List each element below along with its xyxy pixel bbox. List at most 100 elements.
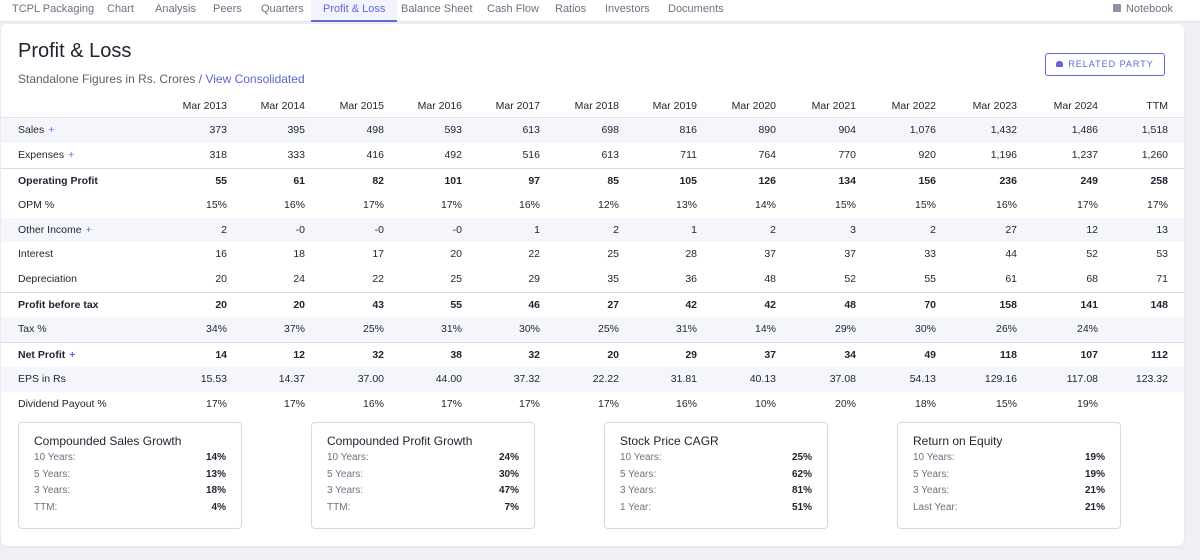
tab-profit-loss[interactable]: Profit & Loss: [311, 0, 398, 22]
table-cell: 85: [607, 174, 619, 187]
table-cell: 35: [607, 273, 619, 286]
growth-box-title: Stock Price CAGR: [620, 434, 719, 448]
row-label-text: Sales: [18, 124, 45, 136]
tab-chart[interactable]: Chart: [107, 3, 134, 15]
column-header[interactable]: Mar 2024: [1053, 100, 1098, 112]
table-cell: 36: [685, 273, 697, 286]
table-cell: 25: [450, 273, 462, 286]
table-cell: 22.22: [592, 372, 619, 385]
table-cell: 1: [534, 223, 540, 236]
growth-box-title: Return on Equity: [913, 434, 1003, 448]
growth-row: 5 Years: 62%: [620, 469, 812, 485]
table-row: Dividend Payout % 17% 17% 16% 17% 17% 17% 16% 10…: [1, 392, 1184, 417]
table-cell: 31.81: [670, 372, 697, 385]
tab-company[interactable]: TCPL Packaging: [12, 3, 95, 15]
table-cell: 20: [450, 248, 462, 261]
column-header[interactable]: Mar 2013: [182, 100, 227, 112]
table-cell: 17%: [518, 397, 540, 410]
table-cell: 15.53: [200, 372, 227, 385]
table-cell: 55: [215, 174, 227, 187]
tab-ratios[interactable]: Ratios: [555, 3, 587, 15]
growth-row: 10 Years: 25%: [620, 452, 812, 468]
column-header[interactable]: Mar 2014: [260, 100, 305, 112]
table-cell: 134: [838, 174, 856, 187]
row-label: OPM %: [18, 193, 54, 217]
table-cell: 613: [601, 148, 619, 161]
related-party-button[interactable]: RELATED PARTY: [1045, 53, 1165, 76]
view-consolidated-link[interactable]: View Consolidated: [205, 72, 305, 86]
column-header[interactable]: Mar 2016: [417, 100, 462, 112]
growth-period: 10 Years:: [913, 452, 955, 463]
table-cell: 698: [601, 124, 619, 136]
table-cell: 17%: [440, 397, 462, 410]
table-cell: 2: [221, 223, 227, 236]
table-cell: 333: [287, 148, 305, 161]
table-cell: 48: [844, 299, 856, 312]
expand-plus-icon[interactable]: +: [69, 349, 76, 362]
table-cell: 61: [293, 174, 305, 187]
column-header[interactable]: Mar 2019: [652, 100, 697, 112]
row-label-text: Depreciation: [18, 273, 77, 286]
table-cell: 156: [918, 174, 936, 187]
column-header[interactable]: Mar 2018: [574, 100, 619, 112]
table-cell: 17%: [1076, 198, 1098, 211]
row-label-text: EPS in Rs: [18, 372, 66, 385]
row-label[interactable]: Other Income +: [18, 218, 92, 242]
expand-plus-icon[interactable]: +: [85, 223, 92, 236]
table-cell: 24: [293, 273, 305, 286]
table-cell: 25%: [597, 323, 619, 336]
table-cell: 148: [1150, 299, 1168, 312]
table-cell: 71: [1156, 273, 1168, 286]
table-cell: 29%: [834, 323, 856, 336]
table-cell: 55: [924, 273, 936, 286]
column-header[interactable]: Mar 2017: [495, 100, 540, 112]
expand-plus-icon[interactable]: +: [48, 124, 55, 136]
row-label[interactable]: Sales +: [18, 118, 54, 142]
column-header[interactable]: Mar 2021: [811, 100, 856, 112]
table-cell: 37: [764, 349, 776, 362]
column-header[interactable]: Mar 2015: [339, 100, 384, 112]
table-body: Sales +373 395 498 593 613 698 816 890 904 1,076 1,…: [1, 118, 1184, 417]
notebook-link[interactable]: Notebook: [1112, 0, 1173, 20]
row-label: Profit before tax: [18, 293, 99, 317]
growth-period: 10 Years:: [327, 452, 369, 463]
growth-value: 19%: [1084, 452, 1105, 463]
growth-row: 10 Years: 14%: [34, 452, 226, 468]
table-cell: 395: [287, 124, 305, 136]
table-cell: -0: [374, 223, 384, 236]
table-cell: 37: [844, 248, 856, 261]
row-label[interactable]: Expenses +: [18, 143, 74, 167]
column-header[interactable]: Mar 2022: [891, 100, 936, 112]
tab-quarters[interactable]: Quarters: [261, 3, 304, 15]
row-label[interactable]: Net Profit +: [18, 343, 75, 367]
column-header[interactable]: Mar 2020: [731, 100, 776, 112]
tab-documents[interactable]: Documents: [668, 3, 724, 15]
tab-balance-sheet[interactable]: Balance Sheet: [401, 3, 473, 15]
table-cell: 25: [607, 248, 619, 261]
growth-box: Compounded Sales Growth 10 Years: 14% 5 Yea…: [18, 422, 242, 529]
table-cell: 42: [685, 299, 697, 312]
table-cell: 31%: [440, 323, 462, 336]
table-cell: 40.13: [749, 372, 776, 385]
column-header[interactable]: Mar 2023: [972, 100, 1017, 112]
table-cell: 498: [366, 124, 384, 136]
tab-analysis[interactable]: Analysis: [155, 3, 196, 15]
growth-period: 5 Years:: [34, 468, 71, 480]
table-cell: 14: [215, 349, 227, 362]
table-cell: 49: [924, 349, 936, 362]
table-cell: 17%: [283, 397, 305, 410]
row-label-text: OPM %: [18, 198, 55, 211]
expand-plus-icon[interactable]: +: [68, 148, 75, 161]
growth-row: 3 Years: 47%: [327, 485, 519, 501]
growth-value: 21%: [1084, 501, 1105, 513]
table-cell: 123.32: [1135, 372, 1168, 385]
row-label-text: Expenses: [18, 148, 65, 161]
tab-peers[interactable]: Peers: [213, 3, 242, 15]
column-header[interactable]: TTM: [1146, 100, 1168, 112]
table-cell: 129.16: [984, 372, 1017, 385]
tab-cash-flow[interactable]: Cash Flow: [487, 3, 539, 15]
table-cell: 1,486: [1071, 124, 1098, 136]
growth-row: 3 Years: 81%: [620, 485, 812, 501]
tab-investors[interactable]: Investors: [605, 3, 650, 15]
table-cell: 30%: [518, 323, 540, 336]
